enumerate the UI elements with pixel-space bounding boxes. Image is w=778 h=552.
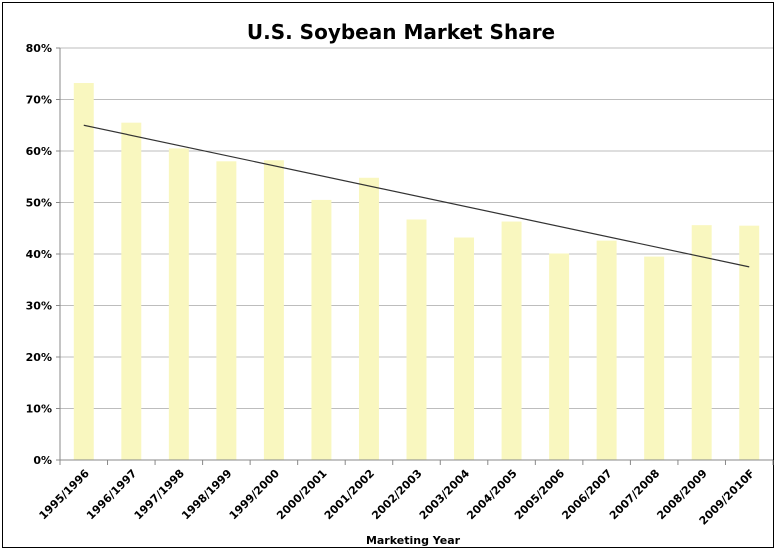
bar [73, 83, 94, 461]
bar [121, 122, 142, 461]
chart-svg: U.S. Soybean Market Share 0% 10% 20% 30% 40%… [26, 20, 774, 547]
bar [501, 221, 522, 460]
trendline [83, 124, 750, 268]
trendline-line [83, 124, 750, 268]
bar [596, 240, 617, 460]
bar [454, 237, 475, 460]
bar [739, 225, 760, 460]
bar [691, 225, 712, 460]
x-tick-label: 2001/2002 [322, 467, 377, 522]
y-tick-label: 80% [26, 42, 52, 55]
y-tick-label: 0% [33, 454, 52, 467]
bar [168, 148, 189, 461]
bar [311, 199, 332, 461]
y-tick-label: 20% [26, 351, 52, 364]
y-tick-label: 30% [26, 300, 52, 313]
y-tick-label: 40% [26, 248, 52, 261]
y-tick-label: 70% [26, 94, 52, 107]
y-axis-ticks: 0% 10% 20% 30% 40% 50% 60% 70% 80% [26, 42, 52, 467]
bar [406, 219, 427, 460]
bars [73, 83, 760, 461]
y-tick-label: 50% [26, 197, 52, 210]
chart-title: U.S. Soybean Market Share [247, 20, 555, 44]
y-tick-label: 60% [26, 145, 52, 158]
y-tick-label: 10% [26, 403, 52, 416]
x-axis-label: Marketing Year [366, 534, 461, 547]
bar [644, 256, 665, 460]
axes [56, 47, 774, 465]
bar [263, 160, 284, 460]
bar [216, 161, 237, 461]
bar [549, 253, 570, 460]
bar [358, 177, 379, 460]
x-axis-ticks: 1995/19961996/19971997/19981998/19991999… [37, 467, 758, 528]
